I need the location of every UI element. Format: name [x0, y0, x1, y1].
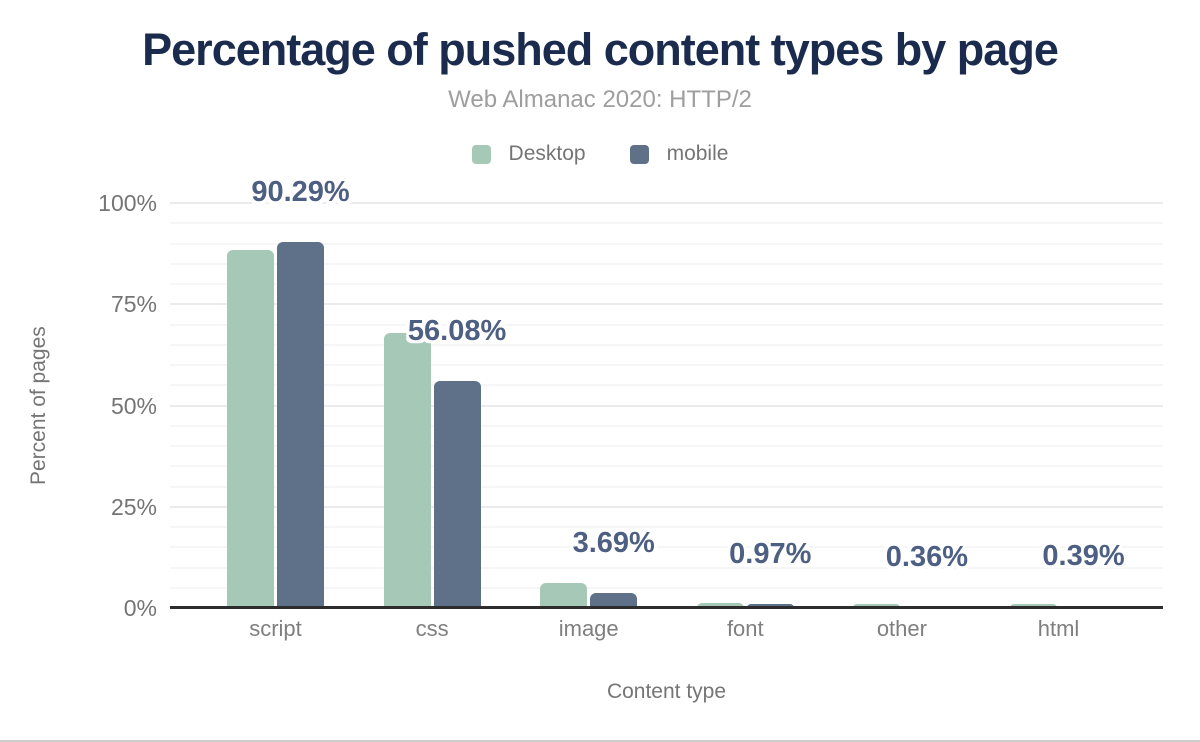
gridline-minor — [170, 424, 1163, 427]
x-axis-line — [170, 606, 1163, 609]
legend-label: mobile — [666, 142, 729, 165]
category-label-script: script — [249, 616, 302, 641]
legend-swatch-mobile — [629, 144, 649, 164]
chart-title: Percentage of pushed content types by pa… — [142, 24, 1059, 75]
legend-swatch-desktop — [471, 144, 491, 164]
gridline-major — [170, 505, 1163, 508]
gridline-major — [170, 303, 1163, 306]
y-axis-title: Percent of pages — [27, 326, 50, 485]
category-label-other: other — [876, 616, 927, 641]
gridline-minor — [170, 445, 1163, 447]
category-label-font: font — [726, 616, 764, 641]
gridline-major — [170, 404, 1163, 407]
gridline-minor — [170, 465, 1163, 468]
bar-mobile-script — [277, 242, 324, 608]
data-label-image: 3.69% — [572, 527, 655, 560]
y-tick-label: 50% — [110, 392, 157, 419]
category-label-image: image — [558, 616, 619, 641]
category-label-html: html — [1037, 616, 1080, 641]
legend-label: Desktop — [508, 142, 586, 165]
data-label-script: 90.29% — [251, 176, 350, 209]
bar-desktop-script — [227, 249, 274, 608]
y-tick-label: 100% — [98, 190, 157, 216]
gridline-minor — [170, 222, 1163, 225]
gridline-minor — [170, 323, 1163, 326]
gridline-minor — [170, 262, 1163, 265]
bar-desktop-image — [540, 583, 588, 608]
gridline-minor — [170, 384, 1163, 387]
gridline-minor — [170, 485, 1163, 488]
y-tick-label: 0% — [123, 595, 157, 621]
gridline-minor — [170, 546, 1163, 549]
gridline-minor — [170, 566, 1163, 569]
bottom-divider — [0, 740, 1200, 742]
plot-area: 90.29% 56.08% 3.69% 0.97% 0.36% 0.39% — [170, 176, 1163, 609]
gridline-minor — [170, 283, 1163, 285]
y-tick-label: 75% — [110, 291, 157, 318]
bar-desktop-font — [696, 603, 744, 608]
chart-subtitle: Web Almanac 2020: HTTP/2 — [448, 86, 752, 113]
y-tick-label: 25% — [110, 493, 157, 520]
data-label-other: 0.36% — [885, 540, 969, 573]
bar-desktop-css — [383, 333, 431, 608]
gridline-minor — [170, 343, 1163, 346]
data-label-css: 56.08% — [407, 314, 507, 347]
legend: Desktop mobile — [0, 142, 1200, 166]
gridline-minor — [170, 586, 1163, 589]
legend-item-desktop: Desktop — [471, 142, 586, 166]
data-label-html: 0.39% — [1042, 540, 1125, 573]
x-axis-title: Content type — [606, 680, 727, 703]
legend-item-mobile: mobile — [629, 142, 729, 166]
gridline-major — [170, 202, 1163, 204]
gridline-minor — [170, 242, 1163, 245]
bar-mobile-css — [433, 380, 481, 608]
data-label-font: 0.97% — [729, 538, 812, 571]
category-label-css: css — [415, 616, 449, 641]
bar-mobile-image — [590, 593, 638, 608]
gridline-minor — [170, 364, 1163, 366]
gridline-minor — [170, 526, 1163, 528]
